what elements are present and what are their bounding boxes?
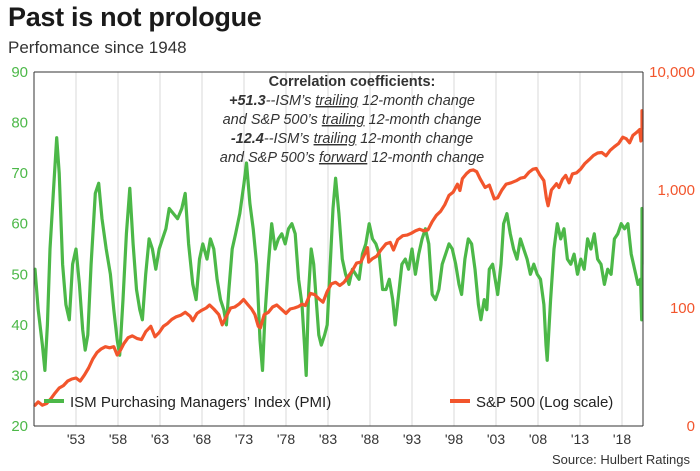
y-left-tick-label: 20 [11, 418, 28, 435]
annotation-value-1: +51.3 [229, 93, 266, 109]
y-left-tick-label: 90 [11, 64, 28, 81]
y-right-tick-label: 0 [687, 418, 695, 435]
x-axis-ticks: '53 '58 '63 '68 '73 '78 '83 '88 '93 '98 '03 '08 '13 '… [67, 431, 631, 447]
annotation-line-4-post: 12-month change [367, 150, 484, 166]
x-tick-label: '83 [319, 431, 337, 447]
annotation-line-2-pre: and S&P 500’s [223, 112, 322, 128]
y-left-tick-label: 50 [11, 266, 28, 283]
x-tick-label: '58 [109, 431, 127, 447]
annotation-line-1: +51.3--ISM’s trailing 12-month change [229, 93, 475, 109]
annotation-line-1-underlined: trailing [315, 93, 358, 109]
x-tick-label: '13 [571, 431, 589, 447]
y-right-tick-label: 10,000 [649, 64, 695, 81]
annotation-line-4: and S&P 500’s forward 12-month change [220, 150, 484, 166]
annotation-line-4-underlined: forward [319, 150, 368, 166]
annotation-line-1-pre: --ISM’s [266, 93, 316, 109]
legend-ism-label: ISM Purchasing Managers’ Index (PMI) [70, 394, 331, 411]
annotation-line-4-pre: and S&P 500’s [220, 150, 319, 166]
legend-sp500-label: S&P 500 (Log scale) [476, 394, 613, 411]
y-left-tick-label: 70 [11, 165, 28, 182]
x-tick-label: '08 [529, 431, 547, 447]
annotation-line-3: -12.4--ISM’s trailing 12-month change [231, 131, 473, 147]
y-axis-left-ticks: 20 30 40 50 60 70 80 90 [11, 64, 28, 435]
annotation-line-1-post: 12-month change [358, 93, 475, 109]
x-tick-label: '78 [277, 431, 295, 447]
annotation-line-2-underlined: trailing [322, 112, 365, 128]
chart-subtitle: Perfomance since 1948 [8, 38, 187, 57]
y-right-tick-label: 1,000 [657, 182, 695, 199]
annotation-line-3-underlined: trailing [314, 131, 357, 147]
x-tick-label: '98 [445, 431, 463, 447]
y-left-tick-label: 80 [11, 115, 28, 132]
x-tick-label: '53 [67, 431, 85, 447]
x-tick-label: '63 [151, 431, 169, 447]
y-left-tick-label: 30 [11, 367, 28, 384]
y-left-tick-label: 60 [11, 216, 28, 233]
x-tick-label: '18 [613, 431, 631, 447]
y-left-tick-label: 40 [11, 317, 28, 334]
annotation-heading: Correlation coefficients: [269, 74, 436, 90]
annotation-line-3-pre: --ISM’s [264, 131, 314, 147]
annotation-line-3-post: 12-month change [356, 131, 473, 147]
annotation-line-2: and S&P 500’s trailing 12-month change [223, 112, 482, 128]
chart-title: Past is not prologue [8, 2, 262, 32]
x-tick-label: '88 [361, 431, 379, 447]
x-tick-label: '68 [193, 431, 211, 447]
annotation-value-2: -12.4 [231, 131, 264, 147]
x-tick-label: '73 [235, 431, 253, 447]
sp500-line [33, 109, 644, 407]
source-credit: Source: Hulbert Ratings [551, 452, 690, 467]
y-axis-right-ticks: 0 100 1,000 10,000 [649, 64, 695, 435]
x-tick-label: '03 [487, 431, 505, 447]
legend: ISM Purchasing Managers’ Index (PMI) S&P… [44, 394, 613, 411]
x-tick-label: '93 [403, 431, 421, 447]
y-right-tick-label: 100 [670, 300, 695, 317]
sp500-series-layer [33, 109, 644, 407]
annotation-line-2-post: 12-month change [365, 112, 482, 128]
correlation-annotation: Correlation coefficients: +51.3--ISM’s t… [220, 74, 484, 166]
